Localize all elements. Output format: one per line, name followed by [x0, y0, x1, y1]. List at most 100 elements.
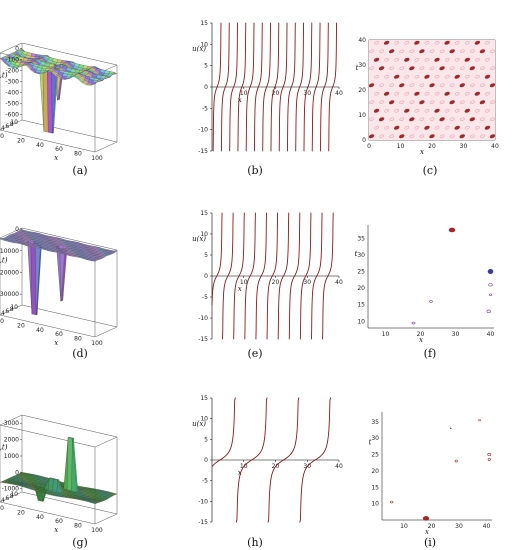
contour-level	[394, 74, 400, 79]
contour-level	[464, 92, 470, 96]
z-tick-label: 3000	[4, 420, 19, 427]
x-axis-label: x	[238, 96, 242, 104]
y-tick-label: 10	[200, 231, 208, 238]
y-tick-label: -5	[202, 478, 208, 485]
contour-level	[470, 134, 475, 138]
y-tick-label: -15	[198, 148, 208, 155]
x-tick-label: 40	[335, 279, 343, 286]
y-tick-label: 15	[200, 20, 208, 27]
contour-level	[369, 49, 374, 53]
contour-level	[383, 91, 390, 96]
contour-level	[470, 83, 475, 87]
series-branch	[220, 22, 230, 152]
x-tick-label: 20	[417, 331, 425, 338]
y-tick-label: 5	[204, 436, 208, 443]
contour-level	[409, 83, 415, 87]
contour-level	[394, 41, 400, 45]
x-tick-label: 20	[17, 322, 25, 329]
x-tick-label: 40	[487, 331, 495, 338]
contour-blob	[486, 309, 491, 314]
contour-level	[439, 83, 445, 87]
contour-level	[399, 83, 405, 88]
contour-level	[484, 125, 491, 130]
contour-level	[404, 92, 410, 96]
caption-a: (a)	[72, 164, 87, 177]
contour-level	[489, 134, 496, 139]
panel-g-surface: 3000200010000-10000204060801001086420u(x…	[0, 414, 118, 534]
box-edge	[0, 501, 96, 525]
contour-level	[409, 100, 415, 104]
contour-level	[414, 40, 420, 45]
series-branch	[253, 22, 263, 152]
contour-level	[444, 40, 450, 45]
contour-level	[459, 49, 465, 53]
contour-level	[373, 57, 380, 62]
y-tick-label: 25	[371, 452, 379, 459]
contour-level	[389, 66, 394, 70]
y-tick-label: 15	[357, 302, 365, 309]
contour-level	[399, 100, 405, 104]
series-branch	[222, 212, 234, 340]
contour-level	[424, 41, 430, 45]
contour-level	[394, 125, 400, 130]
y-tick-label: -10	[198, 498, 208, 505]
y-tick-label: 5	[204, 252, 208, 259]
contour-level	[490, 117, 495, 121]
contour-level	[449, 66, 455, 70]
contour-level	[404, 126, 410, 130]
x-tick-label: 10	[400, 523, 408, 530]
y-tick-label: 15	[200, 210, 208, 217]
contour-level	[449, 134, 455, 138]
series-branch	[278, 22, 288, 152]
z-tick-label: -20000	[0, 269, 19, 276]
y-axis-label: t	[369, 438, 372, 446]
x-tick-label: 100	[91, 155, 103, 162]
contour-level	[464, 57, 470, 62]
contour-level	[454, 92, 460, 96]
contour-level	[459, 134, 465, 139]
x-tick-label: 30	[452, 331, 460, 338]
z-tick-label: -400	[5, 90, 19, 97]
series-branch	[322, 212, 334, 340]
panel-i-contour: 10 20 30 40 35 30 25 20 15 10 x t	[369, 412, 492, 536]
contour-level	[378, 117, 385, 122]
x-axis-label: x	[425, 528, 429, 536]
contour-blob	[488, 283, 493, 287]
y-tick-label: 10	[200, 416, 208, 423]
t-tick-label: 6	[5, 123, 9, 130]
contour-level	[485, 109, 490, 113]
contour-level	[490, 66, 495, 70]
contour-level	[454, 58, 460, 62]
contour-level	[480, 66, 485, 70]
caption-g: (g)	[72, 536, 88, 549]
surface-facet	[90, 83, 97, 86]
y-tick-label: 30	[371, 435, 379, 442]
y-tick-label: 30	[358, 62, 366, 69]
series-branch	[255, 212, 267, 340]
contour-level	[419, 49, 425, 54]
y-tick-label: -10	[198, 127, 208, 134]
x-tick-label: 40	[483, 523, 491, 530]
y-tick-label: -10	[198, 315, 208, 322]
contour-level	[449, 49, 455, 54]
contour-level	[434, 108, 440, 113]
y-tick-label: 0	[204, 457, 208, 464]
y-tick-label: 10	[371, 501, 379, 508]
contour-level	[439, 100, 445, 104]
panel-d-surface: 0-10000-20000-300000204060801001086420u(…	[0, 226, 118, 347]
x-tick-label: 60	[55, 331, 63, 338]
contour-level	[429, 66, 435, 70]
x-tick-label: 100	[91, 340, 103, 347]
contour-level	[373, 108, 380, 113]
y-tick-label: -15	[198, 336, 208, 343]
contour-level	[429, 117, 435, 121]
contour-level	[404, 57, 410, 62]
contour-level	[480, 83, 485, 87]
contour-level	[404, 108, 410, 113]
contour-level	[384, 126, 389, 130]
y-tick-label: 10	[357, 318, 365, 325]
series-branch	[211, 397, 236, 467]
t-tick-label: 8	[10, 493, 14, 500]
contour-level	[389, 117, 394, 121]
